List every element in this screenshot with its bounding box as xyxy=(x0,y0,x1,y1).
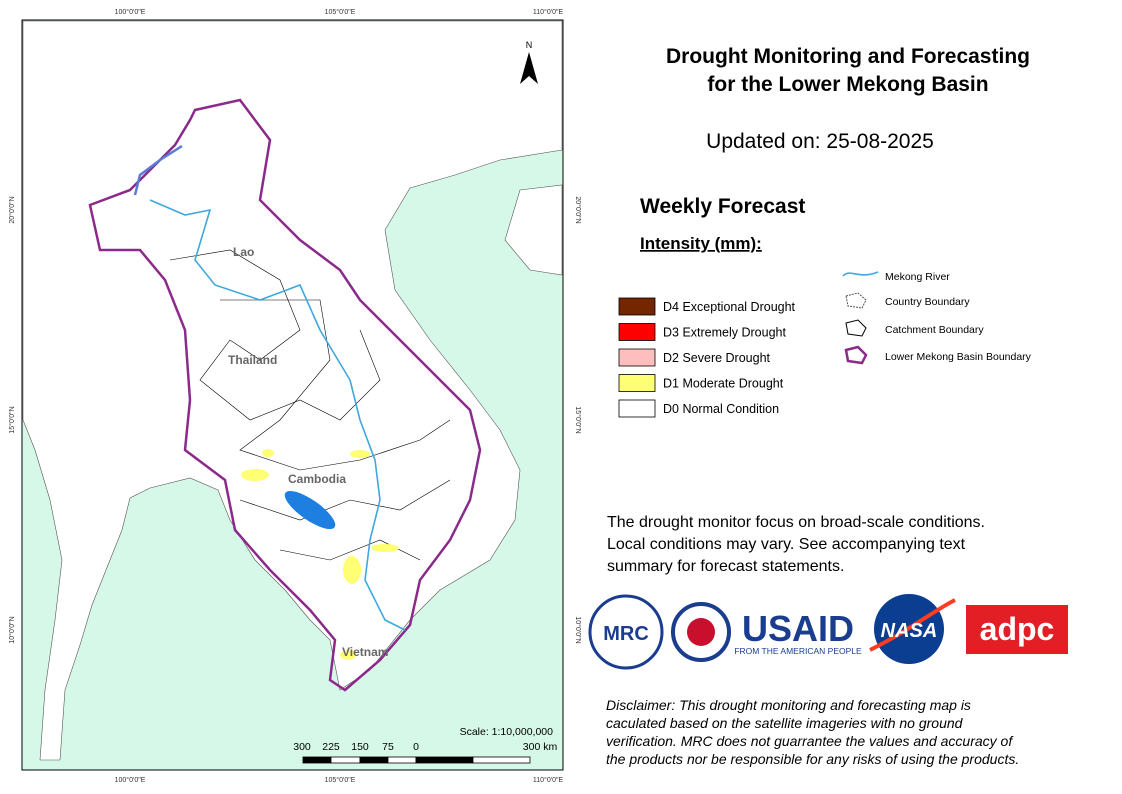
legend-label: D2 Severe Drought xyxy=(663,351,771,365)
legend-label: D4 Exceptional Drought xyxy=(663,300,796,314)
scale-label: 150 xyxy=(351,741,369,753)
note: Local conditions may vary. See accompany… xyxy=(607,536,966,553)
scale-label: 0 xyxy=(413,741,419,753)
nasa-logo: NASA xyxy=(881,620,938,642)
legend-label: D1 Moderate Drought xyxy=(663,377,784,391)
note: summary for forecast statements. xyxy=(607,558,844,575)
line-legend-label: Catchment Boundary xyxy=(885,324,984,336)
line-legend-label: Country Boundary xyxy=(885,296,970,308)
scale-label: 75 xyxy=(382,741,394,753)
legend-swatch xyxy=(618,348,656,367)
updated: Updated on: 25-08-2025 xyxy=(706,130,934,153)
disclaimer: Disclaimer: This drought monitoring and … xyxy=(606,697,971,713)
line-legend-label: Lower Mekong Basin Boundary xyxy=(885,351,1032,363)
scale-text: Scale: 1:10,000,000 xyxy=(460,726,554,738)
tonle-sap xyxy=(284,490,336,530)
basin-boundary xyxy=(88,98,482,692)
lat-label: 10°0'0"N xyxy=(8,616,16,643)
country-label: Lao xyxy=(233,245,254,259)
country-label: Cambodia xyxy=(288,472,346,486)
usaid-tagline: FROM THE AMERICAN PEOPLE xyxy=(734,646,862,656)
lon-label: 105°0'0"E xyxy=(325,8,356,16)
scale-bar xyxy=(302,756,531,764)
usaid-logo: USAID xyxy=(742,608,854,649)
lon-label: 105°0'0"E xyxy=(325,776,356,784)
lon-label: 100°0'0"E xyxy=(115,8,146,16)
country-label: Thailand xyxy=(228,353,277,367)
country-label: Vietnam xyxy=(342,645,388,659)
adpc-logo: adpc xyxy=(980,611,1055,647)
lat-label: 15°0'0"N xyxy=(8,406,16,433)
land xyxy=(22,20,563,761)
lon-label: 110°0'0"E xyxy=(533,776,564,784)
section-title: Weekly Forecast xyxy=(640,195,805,218)
disclaimer: caculated based on the satellite imageri… xyxy=(606,715,964,731)
title: Drought Monitoring and Forecasting xyxy=(666,45,1030,68)
north-label: N xyxy=(526,40,533,50)
legend-label: D3 Extremely Drought xyxy=(663,326,786,340)
hainan xyxy=(504,184,563,276)
map: Lao Thailand Cambodia Vietnam N Scale: 1… xyxy=(21,19,564,771)
logos: MRC USAID FROM THE AMERICAN PEOPLE NASA … xyxy=(588,594,1068,670)
scale-label: 300 xyxy=(293,741,311,753)
scale-label: 300 km xyxy=(523,741,558,753)
mrc-logo: MRC xyxy=(603,623,649,645)
drought-areas xyxy=(241,449,399,660)
river-upper xyxy=(133,144,183,196)
legend: D4 Exceptional Drought D3 Extremely Droug… xyxy=(618,297,796,418)
disclaimer: verification. MRC does not guarrantee th… xyxy=(606,733,1014,749)
legend-swatch xyxy=(618,399,656,418)
lat-label: 20°0'0"N xyxy=(574,196,582,223)
title: for the Lower Mekong Basin xyxy=(707,73,988,96)
scale-label: 225 xyxy=(322,741,340,753)
catchments xyxy=(169,249,451,561)
disclaimer: the products nor be responsible for any … xyxy=(606,751,1019,767)
legend-label: D0 Normal Condition xyxy=(663,402,779,416)
mekong-river xyxy=(149,199,406,631)
lat-label: 15°0'0"N xyxy=(574,406,582,433)
lat-label: 20°0'0"N xyxy=(8,196,16,223)
line-legend-label: Mekong River xyxy=(885,271,950,283)
note: The drought monitor focus on broad-scale… xyxy=(607,514,985,531)
lon-label: 110°0'0"E xyxy=(533,8,564,16)
line-legend: Mekong River Country Boundary Catchment … xyxy=(842,271,1032,365)
lat-label: 10°0'0"N xyxy=(574,616,582,643)
intensity-title: Intensity (mm): xyxy=(640,234,762,253)
legend-swatch xyxy=(618,323,656,341)
north-arrow xyxy=(520,52,538,84)
legend-swatch xyxy=(618,297,656,316)
legend-swatch xyxy=(618,374,656,392)
lon-label: 100°0'0"E xyxy=(115,776,146,784)
